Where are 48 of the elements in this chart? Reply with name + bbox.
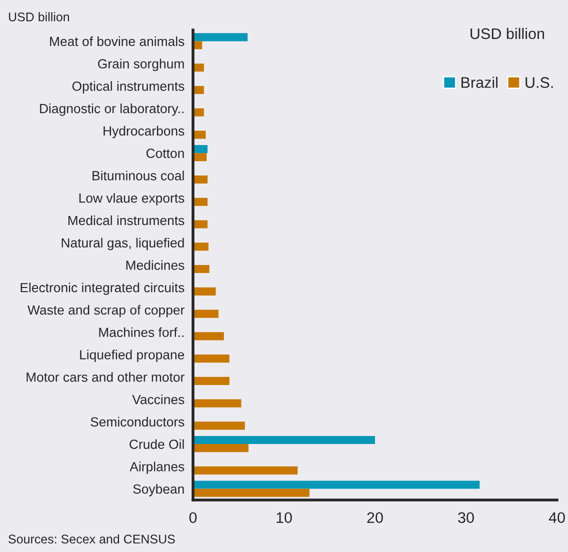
- y-tick-label: Cotton: [146, 148, 184, 158]
- y-tick-label: Natural gas, liquefied: [62, 238, 184, 250]
- bar: [193, 220, 208, 228]
- y-tick-label: Airplanes: [130, 462, 184, 474]
- y-tick-label: Semiconductors: [90, 416, 184, 427]
- y-tick-label: Machines forf..: [99, 327, 184, 338]
- x-tick-label: 10: [276, 512, 292, 524]
- bar: [193, 33, 248, 42]
- annotation: USD billion: [470, 28, 544, 40]
- y-tick-label: Hydrocarbons: [104, 126, 184, 138]
- y-tick-label: Vaccines: [132, 394, 184, 404]
- bar: [193, 488, 310, 497]
- bar: [193, 287, 216, 296]
- y-tick-label: Optical instruments: [72, 81, 184, 94]
- bar: [193, 310, 218, 318]
- y-tick-label: Diagnostic or laboratory..: [40, 104, 184, 116]
- bar: [193, 130, 206, 139]
- bar: [193, 466, 298, 474]
- y-tick-label: Liquefied propane: [80, 350, 184, 362]
- bar: [193, 422, 245, 430]
- legend-label: Brazil: [462, 76, 498, 88]
- y-tick-label: Waste and scrap of copper: [28, 304, 184, 318]
- y-tick-label: Motor cars and other motor: [26, 372, 184, 382]
- bar: [193, 332, 224, 340]
- bar: [193, 444, 249, 452]
- x-tick-label: 0: [189, 512, 197, 524]
- y-tick-label: Electronic integrated circuits: [20, 282, 184, 295]
- bar: [193, 480, 480, 489]
- y-tick-label: Soybean: [133, 484, 184, 496]
- y-tick-label: Grain sorghum: [98, 58, 184, 72]
- bar: [193, 436, 375, 444]
- y-axis-title: USD billion: [8, 12, 70, 22]
- x-tick-label: 20: [367, 512, 383, 524]
- x-tick-label: 30: [458, 512, 474, 524]
- x-tick-label: 40: [548, 512, 565, 524]
- bar: [193, 265, 210, 274]
- legend-label: U.S.: [526, 77, 553, 88]
- y-tick-label: Low vlaue exports: [79, 193, 184, 206]
- bar: [193, 376, 230, 385]
- y-tick-label: Medical instruments: [68, 215, 184, 226]
- bar: [193, 242, 208, 251]
- bar: [193, 354, 230, 363]
- source-note: Sources: Secex and CENSUS: [8, 534, 175, 544]
- y-tick-label: Crude Oil: [130, 439, 184, 449]
- y-tick-label: Meat of bovine animals: [50, 36, 184, 46]
- y-tick-label: Medicines: [126, 260, 184, 270]
- y-tick-label: Bituminous coal: [92, 170, 184, 180]
- bar: [193, 399, 242, 408]
